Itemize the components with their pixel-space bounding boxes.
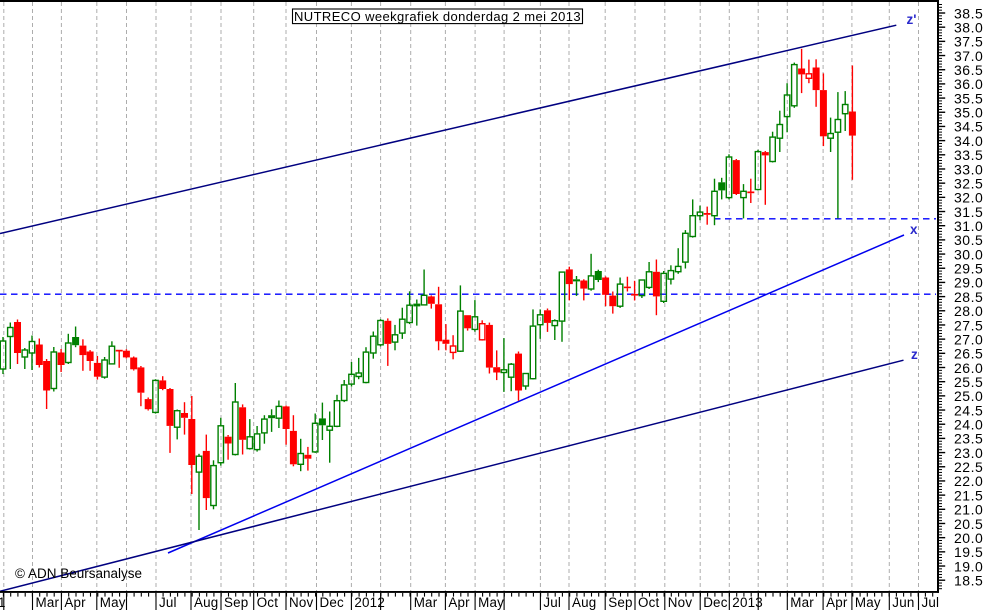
svg-text:Apr: Apr <box>826 595 848 610</box>
svg-text:20.5: 20.5 <box>954 516 983 532</box>
svg-text:27.5: 27.5 <box>954 317 983 333</box>
svg-text:31.0: 31.0 <box>954 218 983 234</box>
svg-text:Dec: Dec <box>703 595 728 610</box>
svg-text:25.5: 25.5 <box>954 374 983 390</box>
svg-text:32.0: 32.0 <box>954 190 983 206</box>
svg-text:33.5: 33.5 <box>954 147 983 163</box>
svg-text:Jul: Jul <box>922 595 940 610</box>
svg-text:36.5: 36.5 <box>954 62 983 78</box>
svg-text:37.0: 37.0 <box>954 48 983 64</box>
svg-text:33.0: 33.0 <box>954 161 983 177</box>
svg-text:Apr: Apr <box>64 595 86 610</box>
svg-text:Jul: Jul <box>543 595 561 610</box>
svg-text:22.0: 22.0 <box>954 473 983 489</box>
svg-text:26.5: 26.5 <box>954 346 983 362</box>
svg-text:Sep: Sep <box>608 595 632 610</box>
svg-text:May: May <box>478 595 504 610</box>
svg-text:28.0: 28.0 <box>954 303 983 319</box>
svg-text:27.0: 27.0 <box>954 331 983 347</box>
svg-text:28.5: 28.5 <box>954 289 983 305</box>
svg-text:May: May <box>100 595 126 610</box>
svg-text:36.0: 36.0 <box>954 76 983 92</box>
svg-text:34.5: 34.5 <box>954 119 983 135</box>
svg-text:24.0: 24.0 <box>954 417 983 433</box>
svg-text:18.5: 18.5 <box>954 573 983 589</box>
svg-text:Oct: Oct <box>638 595 660 610</box>
svg-text:19.0: 19.0 <box>954 558 983 574</box>
svg-text:Nov: Nov <box>668 595 693 610</box>
svg-text:© ADN Beursanalyse: © ADN Beursanalyse <box>15 566 142 581</box>
svg-text:34.0: 34.0 <box>954 133 983 149</box>
svg-text:z': z' <box>907 12 917 27</box>
svg-text:30.0: 30.0 <box>954 246 983 262</box>
svg-text:20.0: 20.0 <box>954 530 983 546</box>
svg-text:26.0: 26.0 <box>954 360 983 376</box>
svg-text:23.5: 23.5 <box>954 431 983 447</box>
svg-text:Apr: Apr <box>448 595 470 610</box>
svg-text:Mar: Mar <box>790 595 814 610</box>
svg-text:35.5: 35.5 <box>954 90 983 106</box>
svg-text:Dec: Dec <box>320 595 345 610</box>
svg-text:30.5: 30.5 <box>954 232 983 248</box>
svg-text:Sep: Sep <box>224 595 248 610</box>
svg-text:x: x <box>910 222 918 237</box>
svg-text:29.5: 29.5 <box>954 261 983 277</box>
svg-text:Oct: Oct <box>257 595 279 610</box>
svg-text:23.0: 23.0 <box>954 445 983 461</box>
svg-text:29.0: 29.0 <box>954 275 983 291</box>
svg-text:25.0: 25.0 <box>954 388 983 404</box>
svg-text:Aug: Aug <box>572 595 596 610</box>
svg-text:21.0: 21.0 <box>954 502 983 518</box>
svg-text:19.5: 19.5 <box>954 544 983 560</box>
svg-text:32.5: 32.5 <box>954 175 983 191</box>
svg-text:Mar: Mar <box>36 595 60 610</box>
svg-text:Mar: Mar <box>414 595 438 610</box>
svg-text:38.0: 38.0 <box>954 19 983 35</box>
svg-text:Aug: Aug <box>194 595 218 610</box>
svg-text:22.5: 22.5 <box>954 459 983 475</box>
svg-text:Jun: Jun <box>892 595 914 610</box>
svg-text:z: z <box>911 347 918 362</box>
svg-text:2012: 2012 <box>354 595 385 610</box>
svg-text:38.5: 38.5 <box>954 5 983 21</box>
svg-text:2013: 2013 <box>732 595 763 610</box>
svg-text:2011: 2011 <box>0 595 6 610</box>
svg-text:31.5: 31.5 <box>954 204 983 220</box>
svg-text:37.5: 37.5 <box>954 34 983 50</box>
svg-text:Jul: Jul <box>159 595 177 610</box>
svg-text:May: May <box>855 595 881 610</box>
svg-text:NUTRECO weekgrafiek donderdag: NUTRECO weekgrafiek donderdag 2 mei 2013 <box>294 9 581 24</box>
svg-text:24.5: 24.5 <box>954 402 983 418</box>
svg-text:21.5: 21.5 <box>954 487 983 503</box>
svg-text:Nov: Nov <box>289 595 314 610</box>
svg-text:35.0: 35.0 <box>954 105 983 121</box>
